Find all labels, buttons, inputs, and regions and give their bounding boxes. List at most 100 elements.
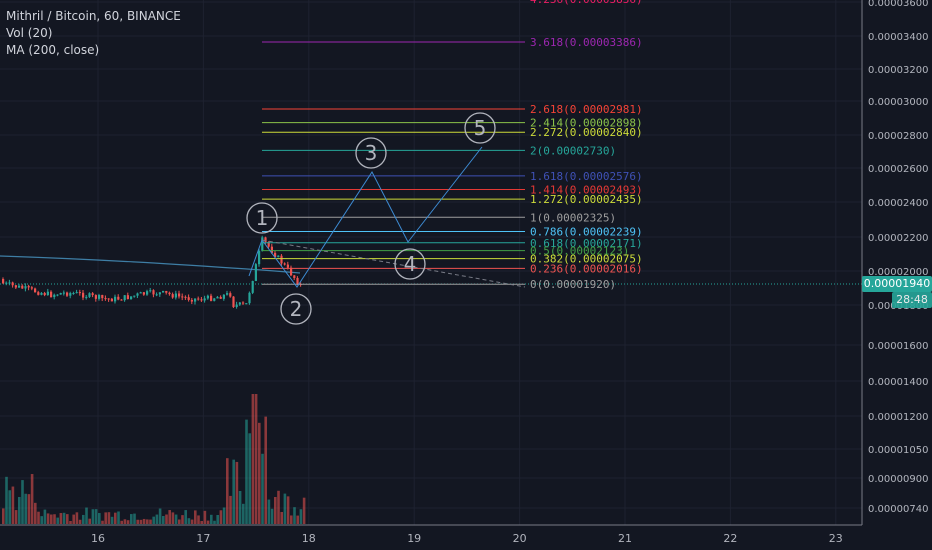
volume-bars [2,394,306,524]
candle-body [238,302,241,305]
candle-body [43,292,46,296]
symbol-title[interactable]: Mithril / Bitcoin, 60, BINANCE [6,9,181,23]
candle-body [69,293,72,296]
candle-body [85,296,88,298]
volume-bar [248,433,251,524]
candle-body [158,292,161,295]
price-tick-label: 0.00002600 [868,164,928,175]
volume-bar [110,516,114,524]
trend-dashed-line [261,239,526,288]
price-tick-label: 0.00003200 [868,65,928,76]
candle-body [254,264,257,282]
volume-bar [114,512,117,524]
volume-bar [117,511,120,524]
fib-level-label: 0.618(0.00002171) [530,237,643,250]
wave-label: 3 [365,141,378,165]
volume-bar [21,480,24,524]
candle-body [162,290,165,293]
ma-indicator-label[interactable]: MA (200, close) [6,43,100,57]
price-tick-label: 0.00001600 [868,341,928,352]
fib-level-label: 1.618(0.00002576) [530,170,643,183]
fib-level-label: 2.414(0.00002898) [530,117,643,130]
candle-body [37,292,40,295]
volume-bar [258,422,261,524]
volume-bar [197,515,200,524]
volume-bar [242,503,245,524]
candle-body [91,293,94,296]
bar-countdown-tag: 28:48 [892,292,932,308]
candle-body [66,292,69,296]
candle-body [235,304,238,307]
volume-bar [34,502,37,524]
moving-average-line [0,255,301,274]
candle-body [114,296,117,302]
volume-bar [158,508,162,524]
volume-bar [232,459,235,524]
price-tick-label: 0.00002000 [868,267,928,278]
volume-bar [40,516,43,524]
volume-bar [126,520,130,524]
time-tick-label: 16 [91,532,105,545]
volume-bar [72,514,75,524]
volume-bar [203,510,207,524]
volume-bar [155,514,159,524]
volume-bar [235,461,239,524]
volume-bar [226,458,229,524]
volume-bar [59,513,63,524]
volume-bar [130,514,133,524]
volume-bar [139,519,143,524]
candle-body [50,291,53,298]
candle-body [251,281,254,293]
candle-body [126,295,129,300]
wave-label-circle [246,202,278,234]
volume-bar [190,519,194,524]
candle-body [136,293,139,296]
candle-body [8,282,11,284]
volume-bar [200,520,203,524]
volume-bar [37,511,40,524]
time-tick-label: 17 [196,532,210,545]
volume-bar [210,514,213,524]
volume-bar [66,514,69,524]
wave-label: 4 [404,252,417,276]
candle-body [296,277,299,285]
volume-bar [296,515,299,524]
wave-label: 2 [290,297,303,321]
wave-label-circle [394,248,426,280]
volume-bar [82,514,85,524]
price-tick-label: 0.00001050 [868,445,928,456]
volume-bar [85,507,88,524]
volume-bar [174,514,178,524]
candle-body [75,292,78,294]
price-axis-bg [862,0,932,550]
volume-bar [264,416,267,524]
ma-curve [0,255,301,274]
volume-bar [98,513,101,524]
fib-level-label: 3.618(0.00003386) [530,36,643,49]
volume-indicator-label[interactable]: Vol (20) [6,26,53,40]
volume-bar [206,520,210,524]
candle-body [178,293,181,297]
volume-bar [27,494,31,524]
candle-body [213,298,216,301]
candle-body [98,295,101,299]
volume-bar [181,515,184,524]
candle-body [107,298,110,300]
volume-bar [274,496,277,524]
candle-body [78,292,81,294]
volume-bar [91,509,95,524]
price-tick-label: 0.00002200 [868,233,928,244]
wave-label: 5 [474,116,487,140]
candle-body [27,286,30,288]
candle-body [149,290,152,292]
candle-body [46,291,49,296]
volume-bar [8,490,11,524]
chart-legend: Mithril / Bitcoin, 60, BINANCE Vol (20) … [6,8,181,59]
candle-body [264,237,267,242]
candle-body [274,252,277,258]
candle-body [5,282,8,284]
price-tick-label: 0.00000900 [868,474,928,485]
candle-body [181,296,184,298]
